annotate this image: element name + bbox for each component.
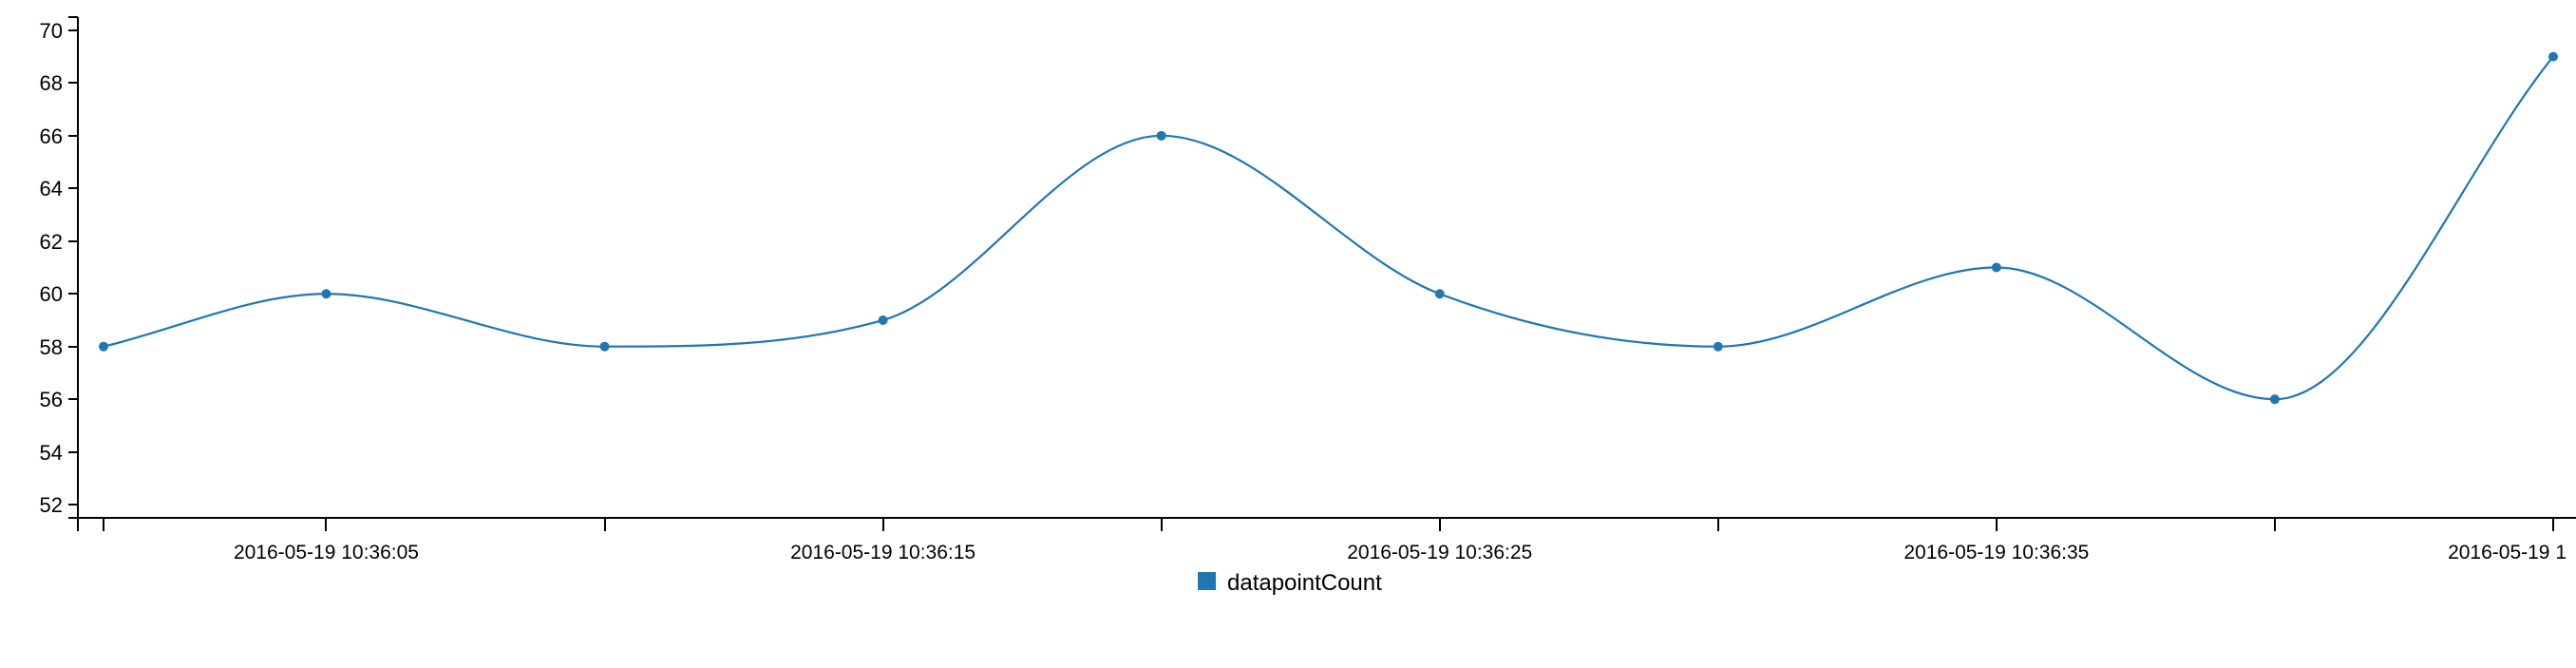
y-axis: 52 54 56 58 60 62 64 66 68 70 — [40, 16, 79, 519]
y-tick-label: 54 — [40, 441, 63, 465]
y-tick-label: 70 — [40, 19, 63, 43]
legend-item[interactable]: datapointCount — [1198, 570, 1382, 596]
data-point[interactable] — [1156, 130, 1166, 141]
data-point[interactable] — [1991, 262, 2001, 273]
y-tick-label: 52 — [40, 493, 63, 517]
series-group — [99, 51, 2558, 405]
data-point[interactable] — [599, 341, 610, 352]
x-tick-label: 2016-05-19 10:36:15 — [790, 542, 975, 563]
y-tick-label: 66 — [40, 124, 63, 148]
data-point[interactable] — [2548, 51, 2558, 62]
x-tick-label: 2016-05-19 10:36:25 — [1347, 542, 1532, 563]
legend[interactable]: datapointCount — [1198, 570, 1382, 596]
legend-swatch — [1198, 572, 1216, 590]
series-line-datapointCount — [103, 55, 2554, 401]
y-tick-label: 68 — [40, 71, 63, 95]
y-tick-label: 62 — [40, 230, 63, 254]
data-point[interactable] — [2269, 394, 2280, 405]
data-point[interactable] — [1434, 289, 1445, 299]
y-tick-label: 56 — [40, 388, 63, 411]
y-tick-label: 64 — [40, 177, 63, 200]
data-point[interactable] — [1713, 341, 1723, 352]
x-tick-label: 2016-05-19 10:36:35 — [1904, 542, 2089, 563]
y-tick-label: 58 — [40, 335, 63, 359]
x-tick-label: 2016-05-19 1 — [2448, 542, 2567, 563]
data-point[interactable] — [878, 315, 888, 325]
x-tick-label: 2016-05-19 10:36:05 — [234, 542, 419, 563]
y-tick-label: 60 — [40, 282, 63, 306]
data-point[interactable] — [321, 289, 331, 299]
x-axis: 2016-05-19 10:36:05 2016-05-19 10:36:15 20… — [77, 517, 2576, 563]
legend-label: datapointCount — [1227, 570, 1382, 596]
data-point[interactable] — [99, 341, 108, 352]
